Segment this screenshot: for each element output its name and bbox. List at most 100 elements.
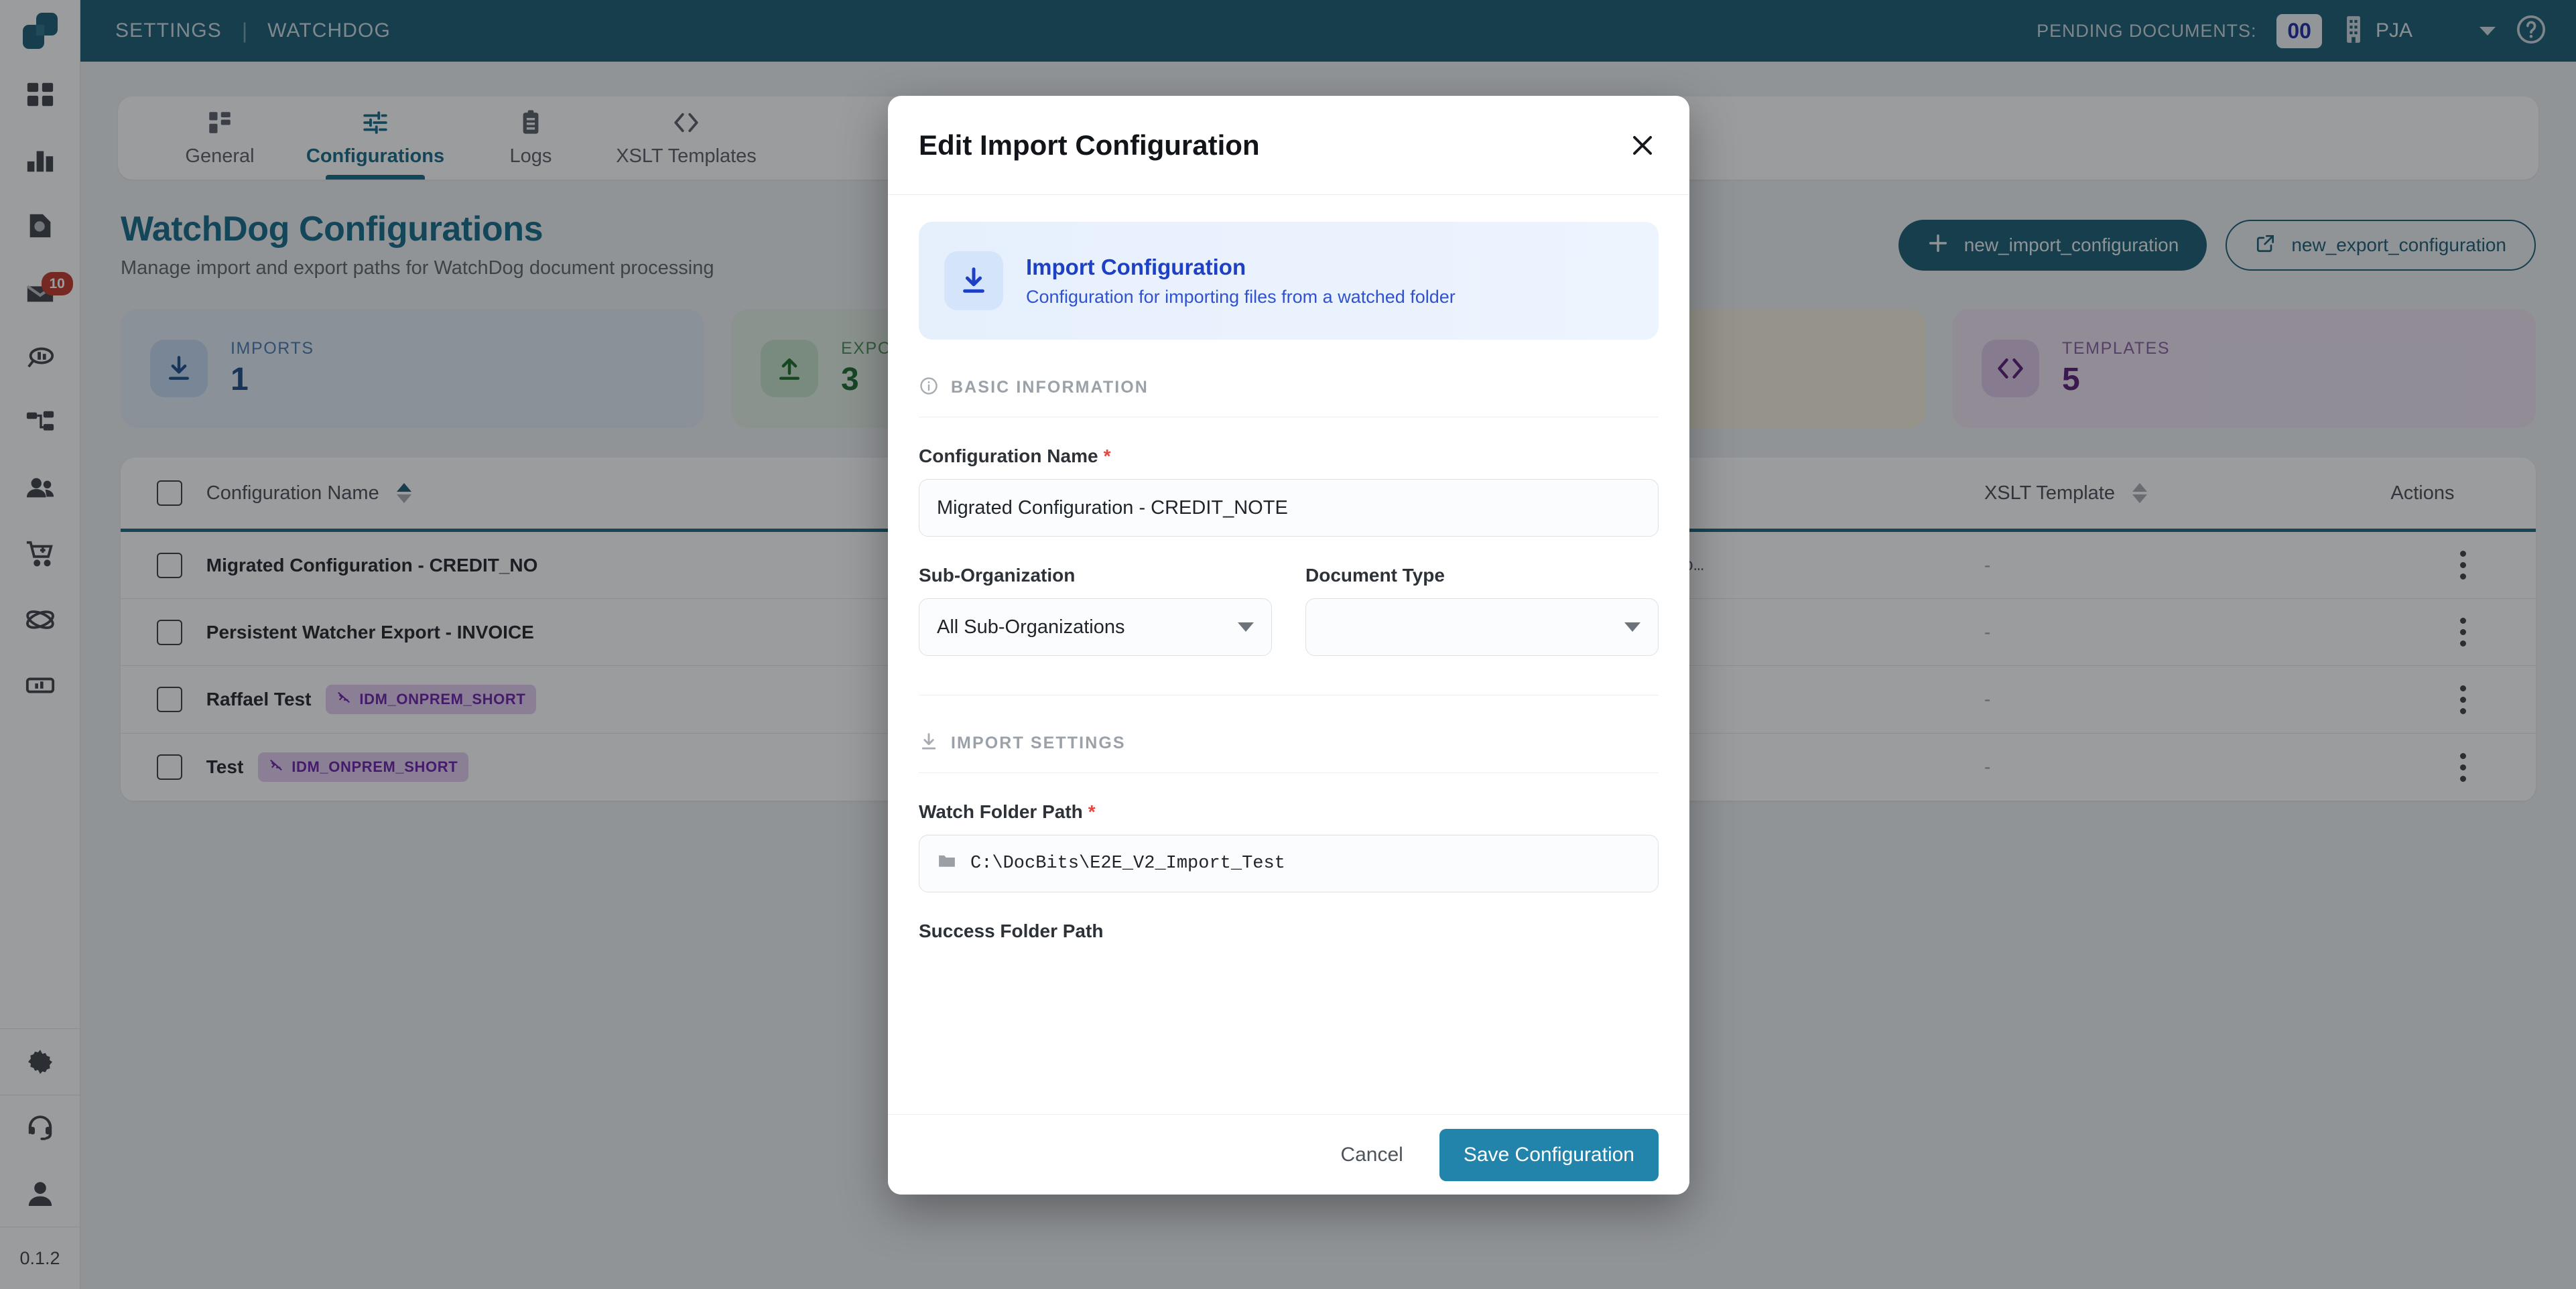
cancel-button[interactable]: Cancel xyxy=(1328,1134,1415,1176)
sidebar-item-ai[interactable] xyxy=(0,587,80,653)
code-brackets-icon xyxy=(1982,340,2039,397)
tab-logs[interactable]: Logs xyxy=(453,96,608,180)
row-checkbox[interactable] xyxy=(157,754,182,780)
kebab-menu-icon[interactable] xyxy=(2390,752,2536,782)
row-actions-cell xyxy=(2390,665,2536,734)
download-arrow-icon xyxy=(150,340,208,397)
atom-orbit-icon xyxy=(25,604,56,635)
document-type-field: Document Type xyxy=(1305,537,1659,656)
new-import-configuration-button[interactable]: new_import_configuration xyxy=(1898,220,2207,271)
sort-icon[interactable] xyxy=(2132,483,2147,503)
stat-templates-text: TEMPLATES 5 xyxy=(2062,339,2170,398)
org-and-doctype-row: Sub-Organization All Sub-Organizations D… xyxy=(919,537,1659,656)
tab-configurations[interactable]: Configurations xyxy=(298,96,453,180)
building-icon xyxy=(2342,15,2365,48)
document-type-select[interactable] xyxy=(1305,598,1659,656)
sidebar-item-reports[interactable] xyxy=(0,653,80,718)
sidebar-item-analytics[interactable] xyxy=(0,127,80,193)
close-icon[interactable] xyxy=(1626,129,1659,161)
page-header-actions: new_import_configuration new_export_conf… xyxy=(1898,209,2536,271)
stat-imports-value: 1 xyxy=(231,362,249,397)
gear-icon xyxy=(24,1046,56,1078)
row-name-chip-text: IDM_ONPREM_SHORT xyxy=(359,691,526,707)
edit-import-configuration-dialog: Edit Import Configuration Import Configu… xyxy=(888,96,1689,1195)
sub-organization-field: Sub-Organization All Sub-Organizations xyxy=(919,537,1272,656)
sidebar-item-data-explore[interactable] xyxy=(0,324,80,390)
configuration-name-value: Migrated Configuration - CREDIT_NOTE xyxy=(937,496,1288,519)
column-xslt-template[interactable]: XSLT Template xyxy=(1984,458,2391,532)
sidebar-item-dashboard[interactable] xyxy=(0,62,80,127)
dialog-body: Import Configuration Configuration for i… xyxy=(888,195,1689,1114)
page-subtitle: Manage import and export paths for Watch… xyxy=(121,257,714,279)
select-all-header xyxy=(121,458,206,532)
kebab-menu-icon[interactable] xyxy=(2390,685,2536,714)
stat-card-templates: TEMPLATES 5 xyxy=(1952,309,2536,428)
document-search-icon xyxy=(25,210,56,241)
sidebar-item-support[interactable] xyxy=(0,1095,80,1161)
column-configuration-name-label: Configuration Name xyxy=(206,482,379,504)
watch-folder-path-label: Watch Folder Path * xyxy=(919,801,1659,823)
column-configuration-name[interactable]: Configuration Name xyxy=(206,458,889,532)
save-configuration-button[interactable]: Save Configuration xyxy=(1439,1128,1659,1181)
new-export-configuration-button[interactable]: new_export_configuration xyxy=(2226,220,2536,271)
org-selector[interactable]: PJA xyxy=(2342,15,2412,48)
row-checkbox[interactable] xyxy=(157,687,182,712)
success-folder-path-label: Success Folder Path xyxy=(919,921,1104,941)
sidebar-item-procurement[interactable] xyxy=(0,521,80,587)
breadcrumb-settings[interactable]: SETTINGS xyxy=(115,19,222,42)
tab-general[interactable]: General xyxy=(142,96,298,180)
bar-chart-icon xyxy=(25,145,56,176)
row-xslt-text: - xyxy=(1984,689,1991,709)
help-circle-icon[interactable] xyxy=(2516,14,2547,48)
row-checkbox-cell xyxy=(121,598,206,666)
active-tab-underline xyxy=(326,175,425,180)
dialog-title: Edit Import Configuration xyxy=(919,129,1260,161)
pending-documents-count[interactable]: 00 xyxy=(2276,13,2322,48)
chevron-down-icon xyxy=(1238,622,1254,632)
app-logo-icon[interactable] xyxy=(0,0,80,62)
row-name-cell: Raffael Test IDM_ONPREM_SHORT xyxy=(206,665,889,734)
sort-icon[interactable] xyxy=(396,483,411,503)
configuration-name-input[interactable]: Migrated Configuration - CREDIT_NOTE xyxy=(919,479,1659,537)
kebab-menu-icon[interactable] xyxy=(2390,551,2536,580)
row-checkbox[interactable] xyxy=(157,552,182,578)
tab-xslt-templates[interactable]: XSLT Templates xyxy=(608,96,764,180)
user-account-icon xyxy=(24,1178,56,1210)
stat-card-imports: IMPORTS 1 xyxy=(121,309,704,428)
select-all-checkbox[interactable] xyxy=(157,480,182,506)
row-checkbox[interactable] xyxy=(157,619,182,645)
new-import-label: new_import_configuration xyxy=(1963,234,2179,255)
sidebar-item-inbox[interactable]: 10 xyxy=(0,259,80,324)
page-header-text: WatchDog Configurations Manage import an… xyxy=(121,209,714,279)
sidebar-item-settings[interactable] xyxy=(0,1029,80,1095)
chevron-down-icon[interactable] xyxy=(2480,26,2496,36)
sidebar-item-workflow[interactable] xyxy=(0,390,80,456)
watch-folder-path-input[interactable]: C:\DocBits\E2E_V2_Import_Test xyxy=(919,835,1659,892)
dashboard-grid-icon xyxy=(25,79,56,110)
org-name: PJA xyxy=(2375,19,2412,42)
sidebar-item-document-search[interactable] xyxy=(0,193,80,259)
configuration-name-label-text: Configuration Name xyxy=(919,446,1098,466)
sub-organization-value: All Sub-Organizations xyxy=(937,616,1125,638)
configuration-name-label: Configuration Name * xyxy=(919,446,1659,467)
rail-primary-items: 10 xyxy=(0,62,80,718)
row-name-text: Migrated Configuration - CREDIT_NO xyxy=(206,554,538,575)
row-name-chip-text: IDM_ONPREM_SHORT xyxy=(292,758,458,775)
kebab-menu-icon[interactable] xyxy=(2390,618,2536,647)
required-asterisk: * xyxy=(1088,801,1096,822)
row-xslt-cell: - xyxy=(1984,530,2391,599)
section-import-label: IMPORT SETTINGS xyxy=(951,734,1126,752)
stat-imports-key: IMPORTS xyxy=(231,339,314,358)
row-name-cell: Test IDM_ONPREM_SHORT xyxy=(206,733,889,801)
sub-organization-select[interactable]: All Sub-Organizations xyxy=(919,598,1272,656)
row-name-cell: Migrated Configuration - CREDIT_NO xyxy=(206,530,889,599)
row-actions-cell xyxy=(2390,733,2536,801)
breadcrumb-watchdog[interactable]: WATCHDOG xyxy=(267,19,391,42)
section-divider-2 xyxy=(919,772,1659,773)
row-xslt-text: - xyxy=(1984,621,1991,642)
sliders-icon xyxy=(361,109,389,140)
sidebar-item-users[interactable] xyxy=(0,456,80,521)
tab-configurations-label: Configurations xyxy=(306,145,445,167)
row-xslt-cell: - xyxy=(1984,598,2391,666)
sidebar-item-account[interactable] xyxy=(0,1161,80,1227)
